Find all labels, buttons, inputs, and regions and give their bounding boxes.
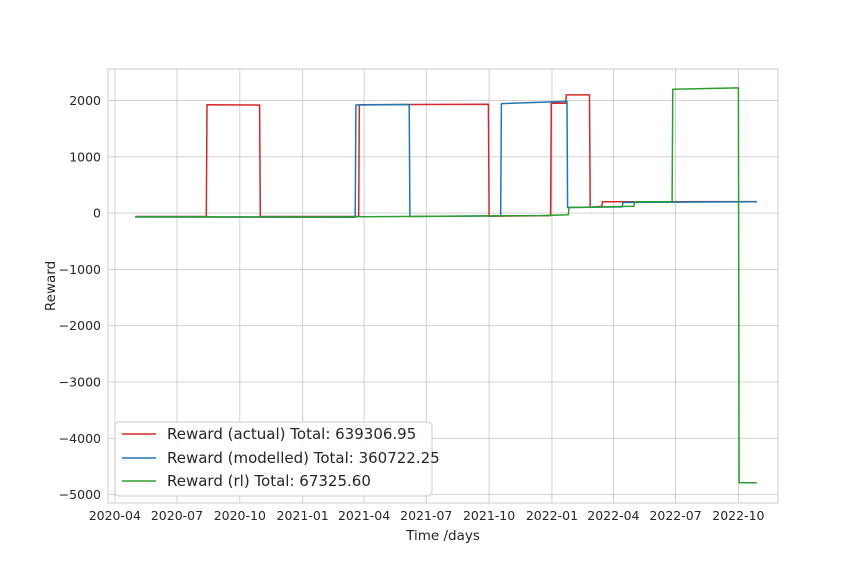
y-tick-label: −4000 bbox=[59, 431, 101, 446]
y-tick-label: −3000 bbox=[59, 374, 101, 389]
x-tick-label: 2021-07 bbox=[400, 508, 452, 523]
x-tick-label: 2020-10 bbox=[214, 508, 266, 523]
legend-label-rl: Reward (rl) Total: 67325.60 bbox=[167, 472, 371, 490]
y-tick-label: −5000 bbox=[59, 487, 101, 502]
y-tick-labels: 2000 1000 0 −1000 −2000 −3000 −4000 −5000 bbox=[59, 93, 101, 502]
y-tick-label: −1000 bbox=[59, 262, 101, 277]
x-tick-label: 2021-01 bbox=[277, 508, 329, 523]
y-axis-label: Reward bbox=[43, 261, 59, 311]
x-tick-label: 2022-10 bbox=[712, 508, 764, 523]
y-tick-label: 0 bbox=[93, 206, 101, 221]
y-tick-label: 1000 bbox=[69, 149, 101, 164]
series-lines bbox=[135, 87, 757, 484]
series-rl-line bbox=[135, 87, 757, 484]
legend-label-modelled: Reward (modelled) Total: 360722.25 bbox=[167, 449, 440, 467]
x-tick-label: 2022-01 bbox=[526, 508, 578, 523]
plot-frame bbox=[107, 68, 779, 504]
legend-label-actual: Reward (actual) Total: 639306.95 bbox=[167, 425, 416, 443]
legend: Reward (actual) Total: 639306.95 Reward … bbox=[114, 421, 440, 497]
legend-frame bbox=[114, 421, 433, 497]
y-tick-label: 2000 bbox=[69, 93, 101, 108]
x-tick-label: 2021-10 bbox=[463, 508, 515, 523]
x-tick-label: 2020-04 bbox=[89, 508, 141, 523]
x-axis-label: Time /days bbox=[405, 528, 480, 544]
x-tick-label: 2022-07 bbox=[649, 508, 701, 523]
y-tick-label: −2000 bbox=[59, 318, 101, 333]
x-tick-label: 2022-04 bbox=[587, 508, 639, 523]
x-tick-label: 2020-07 bbox=[151, 508, 203, 523]
x-tick-label: 2021-04 bbox=[338, 508, 390, 523]
x-tick-labels: 2020-04 2020-07 2020-10 2021-01 2021-04 2021-… bbox=[89, 508, 765, 523]
